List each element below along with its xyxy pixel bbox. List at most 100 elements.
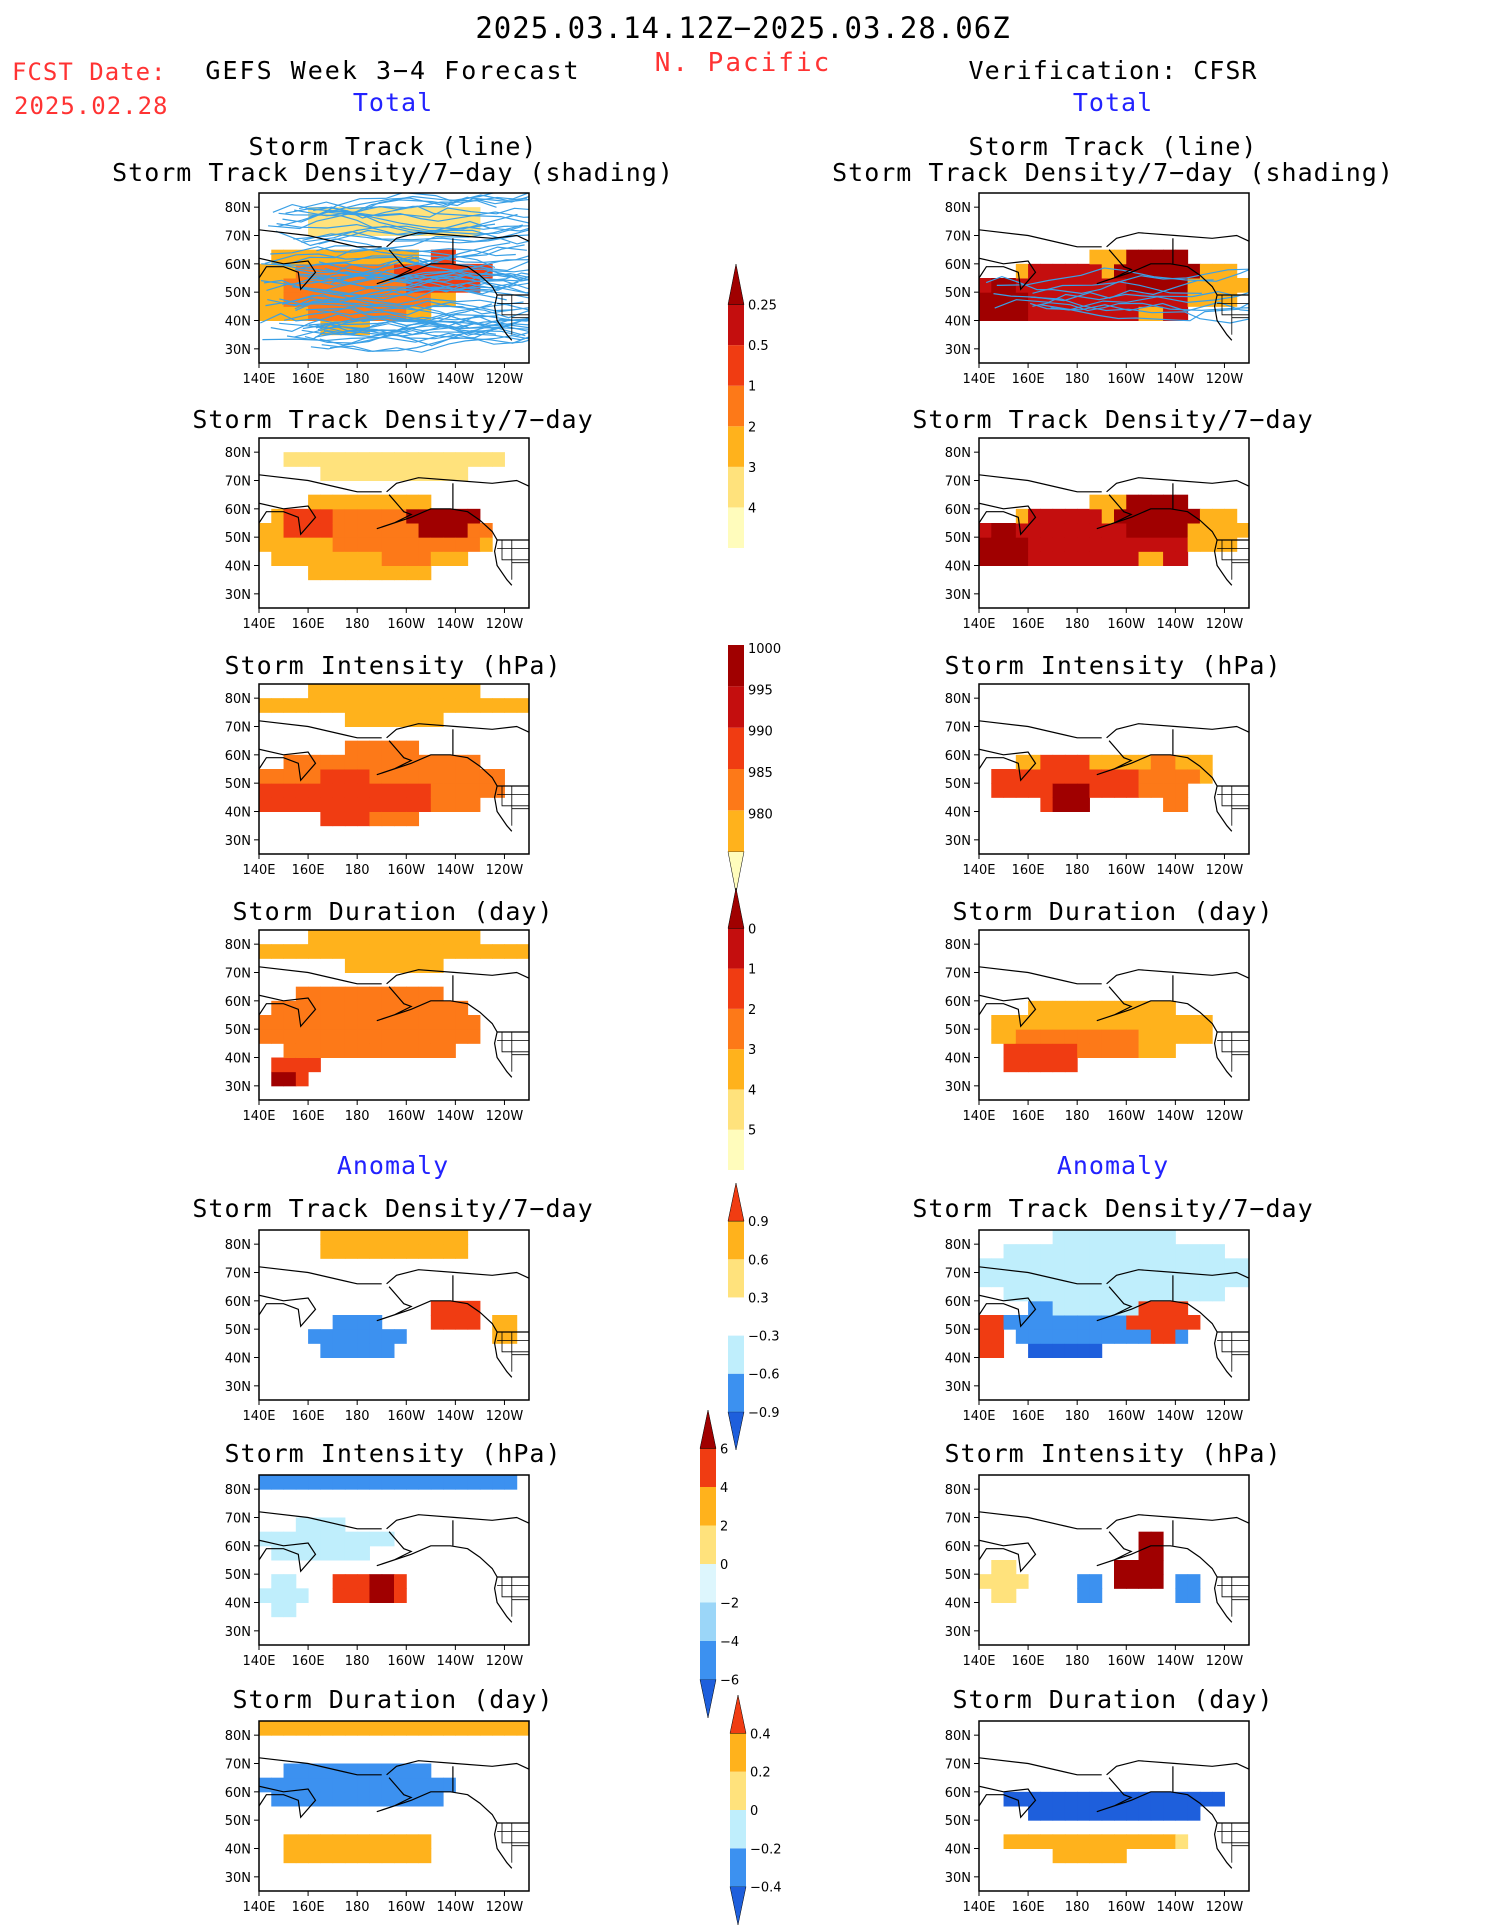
grid-cell [1077,1272,1090,1288]
grid-cell [369,1343,383,1358]
grid-cell [357,1043,370,1058]
grid-cell [1236,1272,1249,1288]
grid-cell [381,466,395,481]
grid-cell [1163,1791,1176,1807]
grid-cell [1077,783,1090,798]
lon-tick-label: 140E [242,863,275,878]
grid-cell [308,930,321,945]
coastline [376,1286,513,1378]
grid-cell [1138,1834,1152,1849]
grid-cell [1028,1057,1041,1073]
lat-tick-label: 60N [225,749,251,764]
grid-cell [332,783,346,798]
grid-cell [504,944,518,959]
grid-cell [381,523,395,538]
shaded-field [259,1230,529,1378]
colorbar-swatch [730,1810,746,1849]
grid-cell [295,1531,309,1547]
grid-cell [357,1000,370,1016]
grid-cell [467,930,481,945]
grid-cell [1028,1272,1041,1288]
grid-cell [1077,1286,1090,1302]
grid-cell [1040,1791,1054,1807]
grid-cell [295,1545,309,1561]
lon-tick-label: 140W [437,1409,475,1424]
grid-cell [1150,1806,1164,1821]
grid-cell [295,551,309,566]
lat-tick-label: 40N [945,315,971,330]
grid-cell [369,1531,383,1547]
grid-cell [344,551,358,566]
cfsr-column-title: Verification: CFSR [968,56,1258,85]
colorbar-intensity_total: 1000 995 990 985 980 [727,642,781,894]
grid-cell [1199,1791,1213,1807]
colorbar-label: 4 [720,1481,728,1496]
grid-cell [1089,1791,1103,1807]
colorbar-label: −6 [720,1674,739,1689]
grid-cell [1224,508,1238,524]
grid-cell [406,1848,420,1864]
grid-cell [406,797,420,812]
grid-cell [1163,508,1176,524]
grid-cell [991,1015,1005,1030]
storm-track-line [1030,296,1249,324]
grid-cell [406,698,420,713]
grid-cell [406,930,420,945]
coastline [376,249,513,341]
grid-cell [394,811,407,827]
lat-tick-label: 70N [225,230,251,245]
grid-cell [406,452,420,467]
grid-cell [320,754,334,770]
chart-main-title: 2025.03.14.12Z−2025.03.28.06Z [475,11,1011,45]
grid-cell [406,466,420,481]
fcst-date-value: 2025.02.28 [14,92,169,120]
grid-cell [979,523,992,538]
grid-cell [357,783,370,798]
lat-tick-label: 50N [945,1323,971,1338]
shaded-field [259,1721,529,1869]
grid-cell [1224,278,1238,293]
grid-cell [504,1329,518,1344]
grid-cell [308,684,321,699]
grid-cell [259,1531,272,1547]
grid-cell [259,523,272,538]
lat-tick-label: 60N [945,1786,971,1801]
grid-cell [1163,1258,1176,1273]
coastline [1096,249,1233,341]
grid-cell [1138,1286,1152,1302]
grid-cell [295,1834,309,1849]
shaded-field [979,720,1249,832]
lon-tick-label: 180 [345,617,370,632]
lat-tick-label: 40N [225,315,251,330]
grid-cell [344,523,358,538]
grid-cell [381,1574,395,1589]
grid-cell [1077,1015,1090,1030]
lat-tick-label: 60N [945,1540,971,1555]
lon-tick-label: 140E [242,1109,275,1124]
grid-cell [344,1574,358,1589]
lon-tick-label: 140W [437,1654,475,1669]
colorbar-label: 0.4 [750,1727,771,1742]
lon-tick-label: 180 [1065,1109,1090,1124]
grid-cell [283,797,297,812]
grid-cell [455,1721,469,1736]
grid-cell [320,1763,334,1779]
grid-cell [344,684,358,699]
grid-cell [1003,783,1017,798]
grid-cell [1015,537,1029,552]
grid-cell [1003,1043,1017,1058]
grid-cell [443,523,456,538]
grid-cell [1064,551,1078,566]
grid-cell [1138,1806,1152,1821]
storm-track-line [282,214,496,232]
grid-cell [394,1574,407,1589]
grid-cell [1101,1029,1115,1044]
grid-cell [1003,551,1017,566]
grid-cell [455,523,469,538]
lat-tick-label: 60N [945,1295,971,1310]
grid-cell [406,811,420,827]
grid-cell [1052,1015,1066,1030]
grid-cell [295,508,309,524]
colorbar-label: 2 [748,420,756,435]
grid-cell [492,1475,505,1490]
